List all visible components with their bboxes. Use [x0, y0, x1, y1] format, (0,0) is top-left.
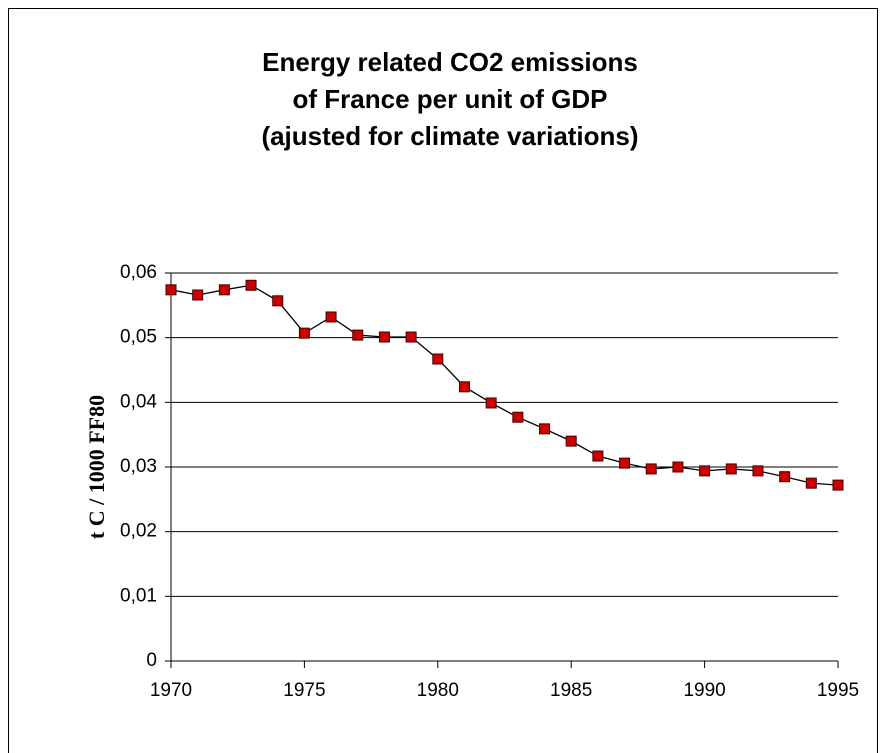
x-tick-label: 1990	[683, 680, 725, 701]
y-tick-label: 0,04	[120, 391, 157, 412]
data-point	[832, 479, 844, 491]
series-line	[170, 284, 839, 486]
data-point	[699, 465, 711, 477]
data-point	[325, 311, 337, 323]
data-point	[672, 461, 684, 473]
y-tick-label: 0,06	[120, 262, 157, 283]
data-point	[245, 279, 257, 291]
x-tick-label: 1980	[417, 680, 459, 701]
data-point	[432, 353, 444, 365]
y-tick-label: 0,05	[120, 327, 157, 348]
x-tick-label: 1975	[283, 680, 325, 701]
data-point	[592, 450, 604, 462]
data-point	[272, 295, 284, 307]
x-tick-label: 1985	[550, 680, 592, 701]
data-point	[512, 411, 524, 423]
data-point	[352, 329, 364, 341]
data-point	[378, 331, 390, 343]
data-point	[779, 471, 791, 483]
data-point	[619, 457, 631, 469]
chart-frame	[8, 8, 878, 753]
data-point	[565, 435, 577, 447]
data-point	[725, 463, 737, 475]
data-point	[539, 423, 551, 435]
data-point	[405, 331, 417, 343]
data-point	[485, 397, 497, 409]
data-point	[165, 284, 177, 296]
y-tick-label: 0,02	[120, 521, 157, 542]
y-tick-label: 0,03	[120, 456, 157, 477]
y-axis-label: t C / 1000 FF80	[84, 395, 109, 539]
data-point	[192, 289, 204, 301]
data-point	[218, 284, 230, 296]
y-tick-label: 0	[146, 650, 157, 671]
data-point	[752, 465, 764, 477]
data-point	[298, 327, 310, 339]
data-point	[458, 381, 470, 393]
y-tick-label: 0,01	[120, 585, 157, 606]
x-tick-label: 1995	[817, 680, 859, 701]
data-point	[805, 477, 817, 489]
x-tick-label: 1970	[150, 680, 192, 701]
chart-title: Energy related CO2 emissions of France p…	[261, 47, 639, 151]
data-point	[645, 463, 657, 475]
